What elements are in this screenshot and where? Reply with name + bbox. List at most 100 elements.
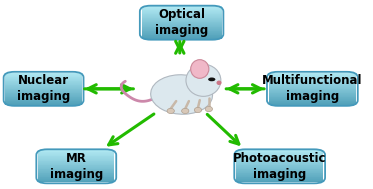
Bar: [38, 160, 115, 161]
Bar: [142, 31, 222, 32]
Bar: [236, 180, 323, 181]
Bar: [269, 86, 356, 87]
Bar: [142, 22, 222, 23]
Bar: [38, 151, 115, 152]
Bar: [38, 166, 115, 167]
Bar: [142, 9, 222, 10]
Bar: [6, 73, 82, 74]
Text: Nuclear
imaging: Nuclear imaging: [17, 74, 70, 103]
Bar: [38, 156, 115, 157]
Bar: [38, 152, 115, 153]
Bar: [236, 176, 323, 177]
Bar: [236, 177, 323, 178]
Bar: [142, 35, 222, 36]
Bar: [142, 35, 222, 36]
Bar: [236, 167, 323, 168]
Bar: [269, 73, 356, 74]
Bar: [236, 173, 323, 174]
Bar: [38, 164, 115, 165]
Bar: [6, 91, 82, 92]
Bar: [6, 97, 82, 98]
Bar: [38, 180, 115, 181]
Bar: [6, 78, 82, 79]
Bar: [6, 85, 82, 86]
Bar: [6, 89, 82, 90]
Text: Optical
imaging: Optical imaging: [155, 8, 208, 37]
Bar: [38, 172, 115, 173]
Bar: [142, 38, 222, 39]
Bar: [6, 104, 82, 105]
Bar: [236, 168, 323, 169]
Bar: [38, 159, 115, 160]
Bar: [269, 91, 356, 92]
Bar: [236, 165, 323, 166]
Bar: [269, 85, 356, 86]
Bar: [6, 87, 82, 88]
Ellipse shape: [182, 108, 189, 114]
Bar: [269, 95, 356, 96]
Bar: [142, 23, 222, 24]
Bar: [142, 19, 222, 20]
Bar: [236, 171, 323, 172]
Ellipse shape: [216, 81, 222, 85]
Bar: [6, 85, 82, 86]
Bar: [6, 83, 82, 84]
Bar: [142, 13, 222, 14]
Bar: [236, 177, 323, 178]
Bar: [236, 157, 323, 158]
Bar: [6, 102, 82, 103]
Bar: [38, 165, 115, 166]
Bar: [142, 20, 222, 21]
Bar: [236, 169, 323, 170]
Bar: [236, 159, 323, 160]
Bar: [6, 92, 82, 93]
Bar: [236, 181, 323, 182]
Bar: [269, 93, 356, 94]
Bar: [269, 87, 356, 88]
Bar: [142, 27, 222, 28]
Bar: [269, 75, 356, 76]
Bar: [236, 155, 323, 156]
Bar: [38, 162, 115, 163]
Bar: [6, 84, 82, 85]
Bar: [6, 86, 82, 87]
Bar: [6, 77, 82, 78]
Bar: [269, 83, 356, 84]
Bar: [6, 79, 82, 80]
Bar: [269, 81, 356, 82]
Bar: [38, 178, 115, 179]
Bar: [142, 26, 222, 27]
Bar: [38, 169, 115, 170]
Bar: [236, 160, 323, 161]
Bar: [38, 164, 115, 166]
Bar: [269, 84, 356, 85]
Bar: [6, 82, 82, 83]
Bar: [269, 82, 356, 83]
Bar: [6, 99, 82, 100]
Bar: [236, 153, 323, 154]
Bar: [236, 174, 323, 175]
Bar: [236, 151, 323, 152]
Bar: [269, 88, 356, 89]
Bar: [236, 154, 323, 155]
Bar: [236, 173, 323, 174]
Bar: [142, 32, 222, 33]
Bar: [269, 104, 356, 105]
Bar: [236, 170, 323, 171]
Bar: [142, 7, 222, 8]
Bar: [236, 160, 323, 161]
Ellipse shape: [167, 108, 174, 114]
Bar: [6, 94, 82, 95]
Bar: [142, 10, 222, 11]
Bar: [142, 8, 222, 9]
Bar: [142, 29, 222, 30]
Bar: [269, 98, 356, 99]
Bar: [6, 90, 82, 91]
Bar: [142, 14, 222, 15]
Bar: [269, 103, 356, 104]
Bar: [236, 181, 323, 182]
Bar: [6, 93, 82, 94]
Bar: [269, 89, 356, 90]
Bar: [6, 88, 82, 89]
Bar: [142, 11, 222, 12]
